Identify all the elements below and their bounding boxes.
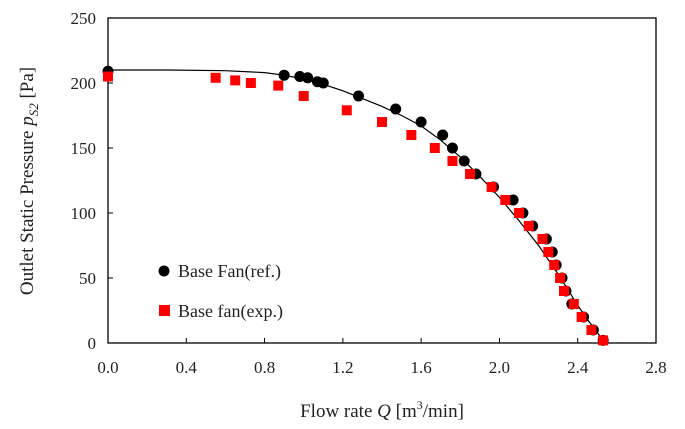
exp-point bbox=[103, 71, 113, 82]
x-tick-label: 2.4 bbox=[567, 358, 589, 377]
y-axis-label-sub: S2 bbox=[26, 103, 41, 117]
x-axis-ticks: 0.0 0.4 0.8 1.2 1.6 2.0 2.4 2.8 bbox=[97, 338, 667, 377]
exp-point bbox=[543, 247, 554, 257]
ref-point bbox=[458, 155, 470, 167]
x-tick-label: 2.0 bbox=[489, 358, 510, 377]
x-axis-label-sup: 3 bbox=[417, 398, 423, 412]
exp-point bbox=[576, 312, 587, 322]
x-axis-label-unit-pre: [m bbox=[391, 401, 417, 422]
exp-point bbox=[598, 335, 609, 346]
exp-point bbox=[429, 143, 440, 153]
y-tick-label: 50 bbox=[79, 269, 96, 288]
exp-point bbox=[273, 80, 284, 91]
y-tick-label: 150 bbox=[71, 139, 97, 158]
exp-point bbox=[555, 273, 566, 283]
exp-point bbox=[377, 117, 387, 127]
series-base-fan-exp bbox=[103, 71, 609, 346]
plot-frame bbox=[107, 17, 657, 344]
exp-point bbox=[568, 299, 579, 309]
ref-point bbox=[353, 90, 365, 102]
exp-point bbox=[298, 91, 309, 101]
exp-point bbox=[230, 75, 241, 86]
exp-point bbox=[559, 286, 570, 296]
exp-point bbox=[245, 78, 256, 88]
y-axis-label-var: p bbox=[17, 116, 38, 128]
exp-point bbox=[586, 325, 597, 335]
x-axis-label: Flow rate Q [m3/min] bbox=[300, 398, 464, 422]
exp-point bbox=[210, 72, 221, 83]
exp-point bbox=[523, 221, 534, 231]
exp-point bbox=[500, 195, 511, 205]
ref-point bbox=[507, 194, 519, 206]
exp-point bbox=[514, 208, 524, 218]
exp-point bbox=[406, 130, 417, 140]
ref-point bbox=[278, 69, 290, 81]
ref-point bbox=[446, 142, 458, 154]
legend-marker-exp bbox=[159, 305, 170, 316]
y-axis-label-unit: [Pa] bbox=[17, 67, 38, 103]
x-axis-label-var: Q bbox=[377, 401, 391, 422]
x-tick-label: 0.0 bbox=[97, 358, 118, 377]
y-axis-ticks: 0 50 100 150 200 250 bbox=[71, 9, 113, 353]
y-tick-label: 200 bbox=[71, 74, 97, 93]
legend: Base Fan(ref.) Base fan(exp.) bbox=[158, 261, 283, 322]
y-tick-label: 0 bbox=[88, 334, 97, 353]
x-tick-label: 0.8 bbox=[254, 358, 275, 377]
ref-point bbox=[437, 129, 449, 141]
exp-point bbox=[447, 156, 458, 166]
y-tick-label: 100 bbox=[71, 204, 97, 223]
x-tick-label: 1.2 bbox=[332, 358, 353, 377]
x-axis-label-prefix: Flow rate bbox=[300, 401, 377, 422]
exp-point bbox=[341, 105, 352, 116]
legend-label-exp: Base fan(exp.) bbox=[178, 301, 283, 322]
legend-marker-ref bbox=[158, 265, 170, 277]
legend-label-ref: Base Fan(ref.) bbox=[178, 261, 281, 282]
x-tick-label: 1.6 bbox=[411, 358, 432, 377]
x-tick-label: 2.8 bbox=[645, 358, 666, 377]
exp-point bbox=[549, 260, 560, 270]
ref-point bbox=[302, 72, 314, 84]
exp-point bbox=[537, 234, 548, 244]
y-axis-label: Outlet Static Pressure pS2 [Pa] bbox=[17, 67, 41, 295]
exp-point bbox=[486, 182, 497, 192]
x-axis-label-unit-post: /min] bbox=[423, 401, 464, 422]
y-tick-label: 250 bbox=[71, 9, 97, 28]
ref-point bbox=[317, 77, 329, 89]
exp-point bbox=[465, 169, 476, 179]
x-tick-label: 0.4 bbox=[176, 358, 198, 377]
ref-point bbox=[390, 103, 402, 115]
y-axis-label-prefix: Outlet Static Pressure bbox=[17, 126, 38, 295]
ref-point bbox=[415, 116, 427, 128]
